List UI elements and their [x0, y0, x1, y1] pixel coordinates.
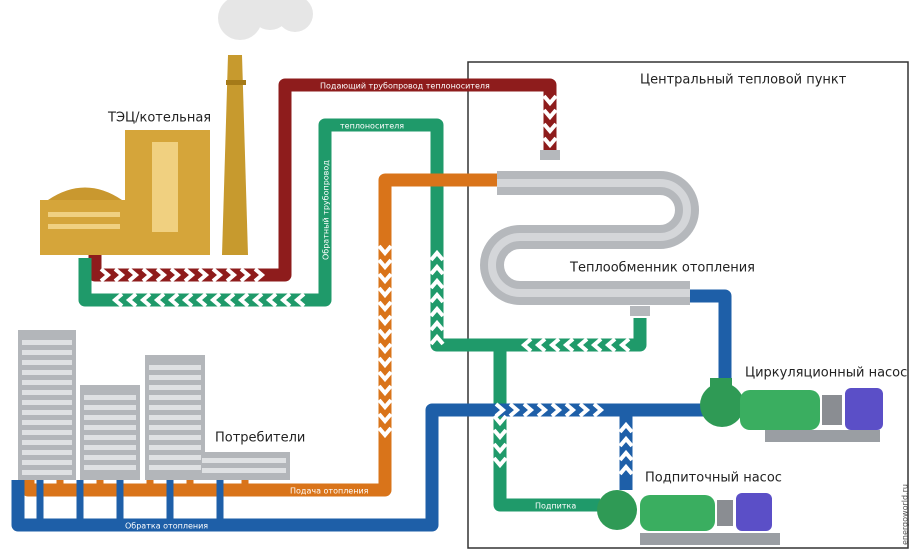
window: [22, 370, 72, 375]
plant-label: ТЭЦ/котельная: [107, 111, 211, 126]
return-main-side-label: Обратный трубопровод: [322, 160, 331, 260]
watermark: energoworld.ru: [901, 484, 910, 545]
consumers: [18, 330, 290, 480]
heat-exchanger: [492, 150, 690, 316]
window: [149, 405, 201, 410]
flow-chevron: [324, 534, 331, 546]
window: [84, 405, 136, 410]
window: [22, 350, 72, 355]
window: [84, 415, 136, 420]
window: [149, 395, 201, 400]
makeup-label: Подпитка: [535, 502, 576, 511]
window: [22, 340, 72, 345]
window: [22, 420, 72, 425]
smoke: [218, 0, 313, 40]
window: [149, 465, 201, 470]
window: [22, 470, 72, 475]
window: [22, 430, 72, 435]
flow-chevron: [296, 534, 303, 546]
window: [149, 415, 201, 420]
window: [22, 440, 72, 445]
window: [84, 455, 136, 460]
window: [22, 410, 72, 415]
window: [149, 385, 201, 390]
heat-supply-label: Подача отопления: [290, 487, 369, 496]
window: [22, 450, 72, 455]
supply-main-label: Подающий трубопровод теплоносителя: [320, 82, 490, 91]
flow-chevron: [352, 534, 359, 546]
window: [149, 375, 201, 380]
return-main-top-label: теплоносителя: [340, 122, 404, 131]
window: [22, 380, 72, 385]
window: [22, 460, 72, 465]
window: [149, 435, 201, 440]
plant: [40, 55, 248, 255]
substation-title: Центральный тепловой пункт: [640, 73, 847, 88]
window: [84, 435, 136, 440]
window: [22, 390, 72, 395]
window: [202, 468, 286, 473]
window: [149, 365, 201, 370]
window: [84, 395, 136, 400]
window: [149, 445, 201, 450]
window: [84, 465, 136, 470]
window: [149, 455, 201, 460]
flow-chevron: [310, 534, 317, 546]
diagram: Центральный тепловой пункт ТЭЦ/котельная…: [0, 0, 912, 551]
window: [84, 425, 136, 430]
window: [202, 458, 286, 463]
heat-return-label: Обратка отопления: [125, 522, 208, 531]
circ-pump-label: Циркуляционный насос: [745, 366, 907, 381]
makeup-pump-label: Подпиточный насос: [645, 471, 782, 486]
window: [84, 445, 136, 450]
consumers-label: Потребители: [215, 431, 305, 446]
exchanger-label: Теплообменник отопления: [569, 261, 755, 276]
flow-chevron: [338, 534, 345, 546]
window: [149, 425, 201, 430]
window: [22, 400, 72, 405]
window: [22, 360, 72, 365]
